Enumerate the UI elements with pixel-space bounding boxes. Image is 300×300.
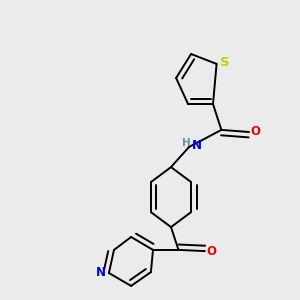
Text: N: N [191,139,202,152]
Text: N: N [96,266,106,280]
Text: S: S [220,56,230,70]
Text: H: H [182,138,191,148]
Text: O: O [206,244,217,258]
Text: O: O [250,125,261,139]
